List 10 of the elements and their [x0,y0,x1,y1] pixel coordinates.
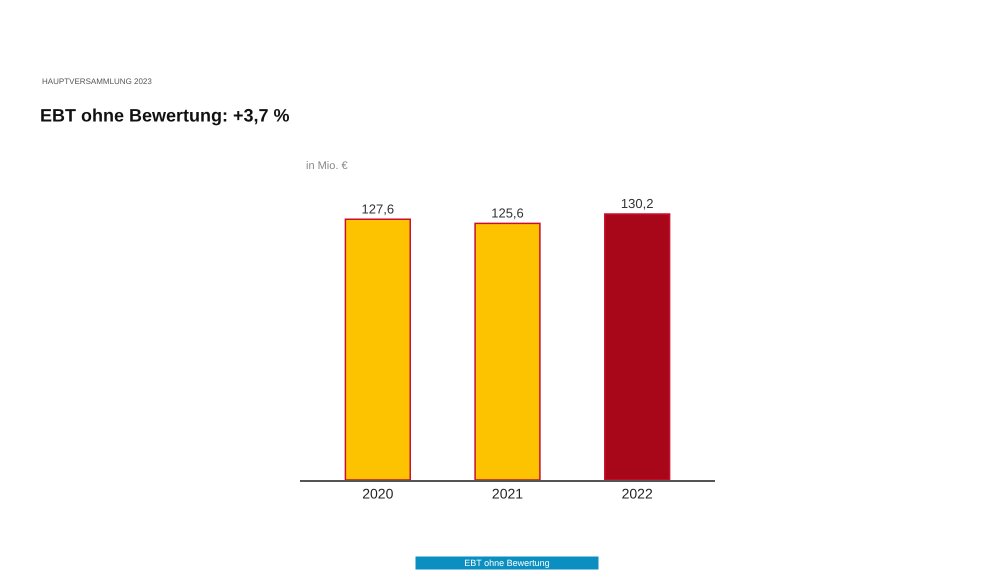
chart-title: EBT ohne Bewertung: +3,7 % [40,105,290,126]
data-label: 127,6 [362,201,394,216]
x-tick-label: 2020 [362,486,394,502]
y-axis-title: in Mio. € [306,160,348,172]
x-tick-label: 2021 [492,486,524,502]
data-label: 125,6 [491,205,524,220]
text: HAUPTVERSAMMLUNG 2023 [42,77,152,86]
x-tick-label: 2022 [622,486,653,502]
text: EBT ohne Bewertung [464,558,550,568]
data-label: 130,2 [620,196,654,211]
